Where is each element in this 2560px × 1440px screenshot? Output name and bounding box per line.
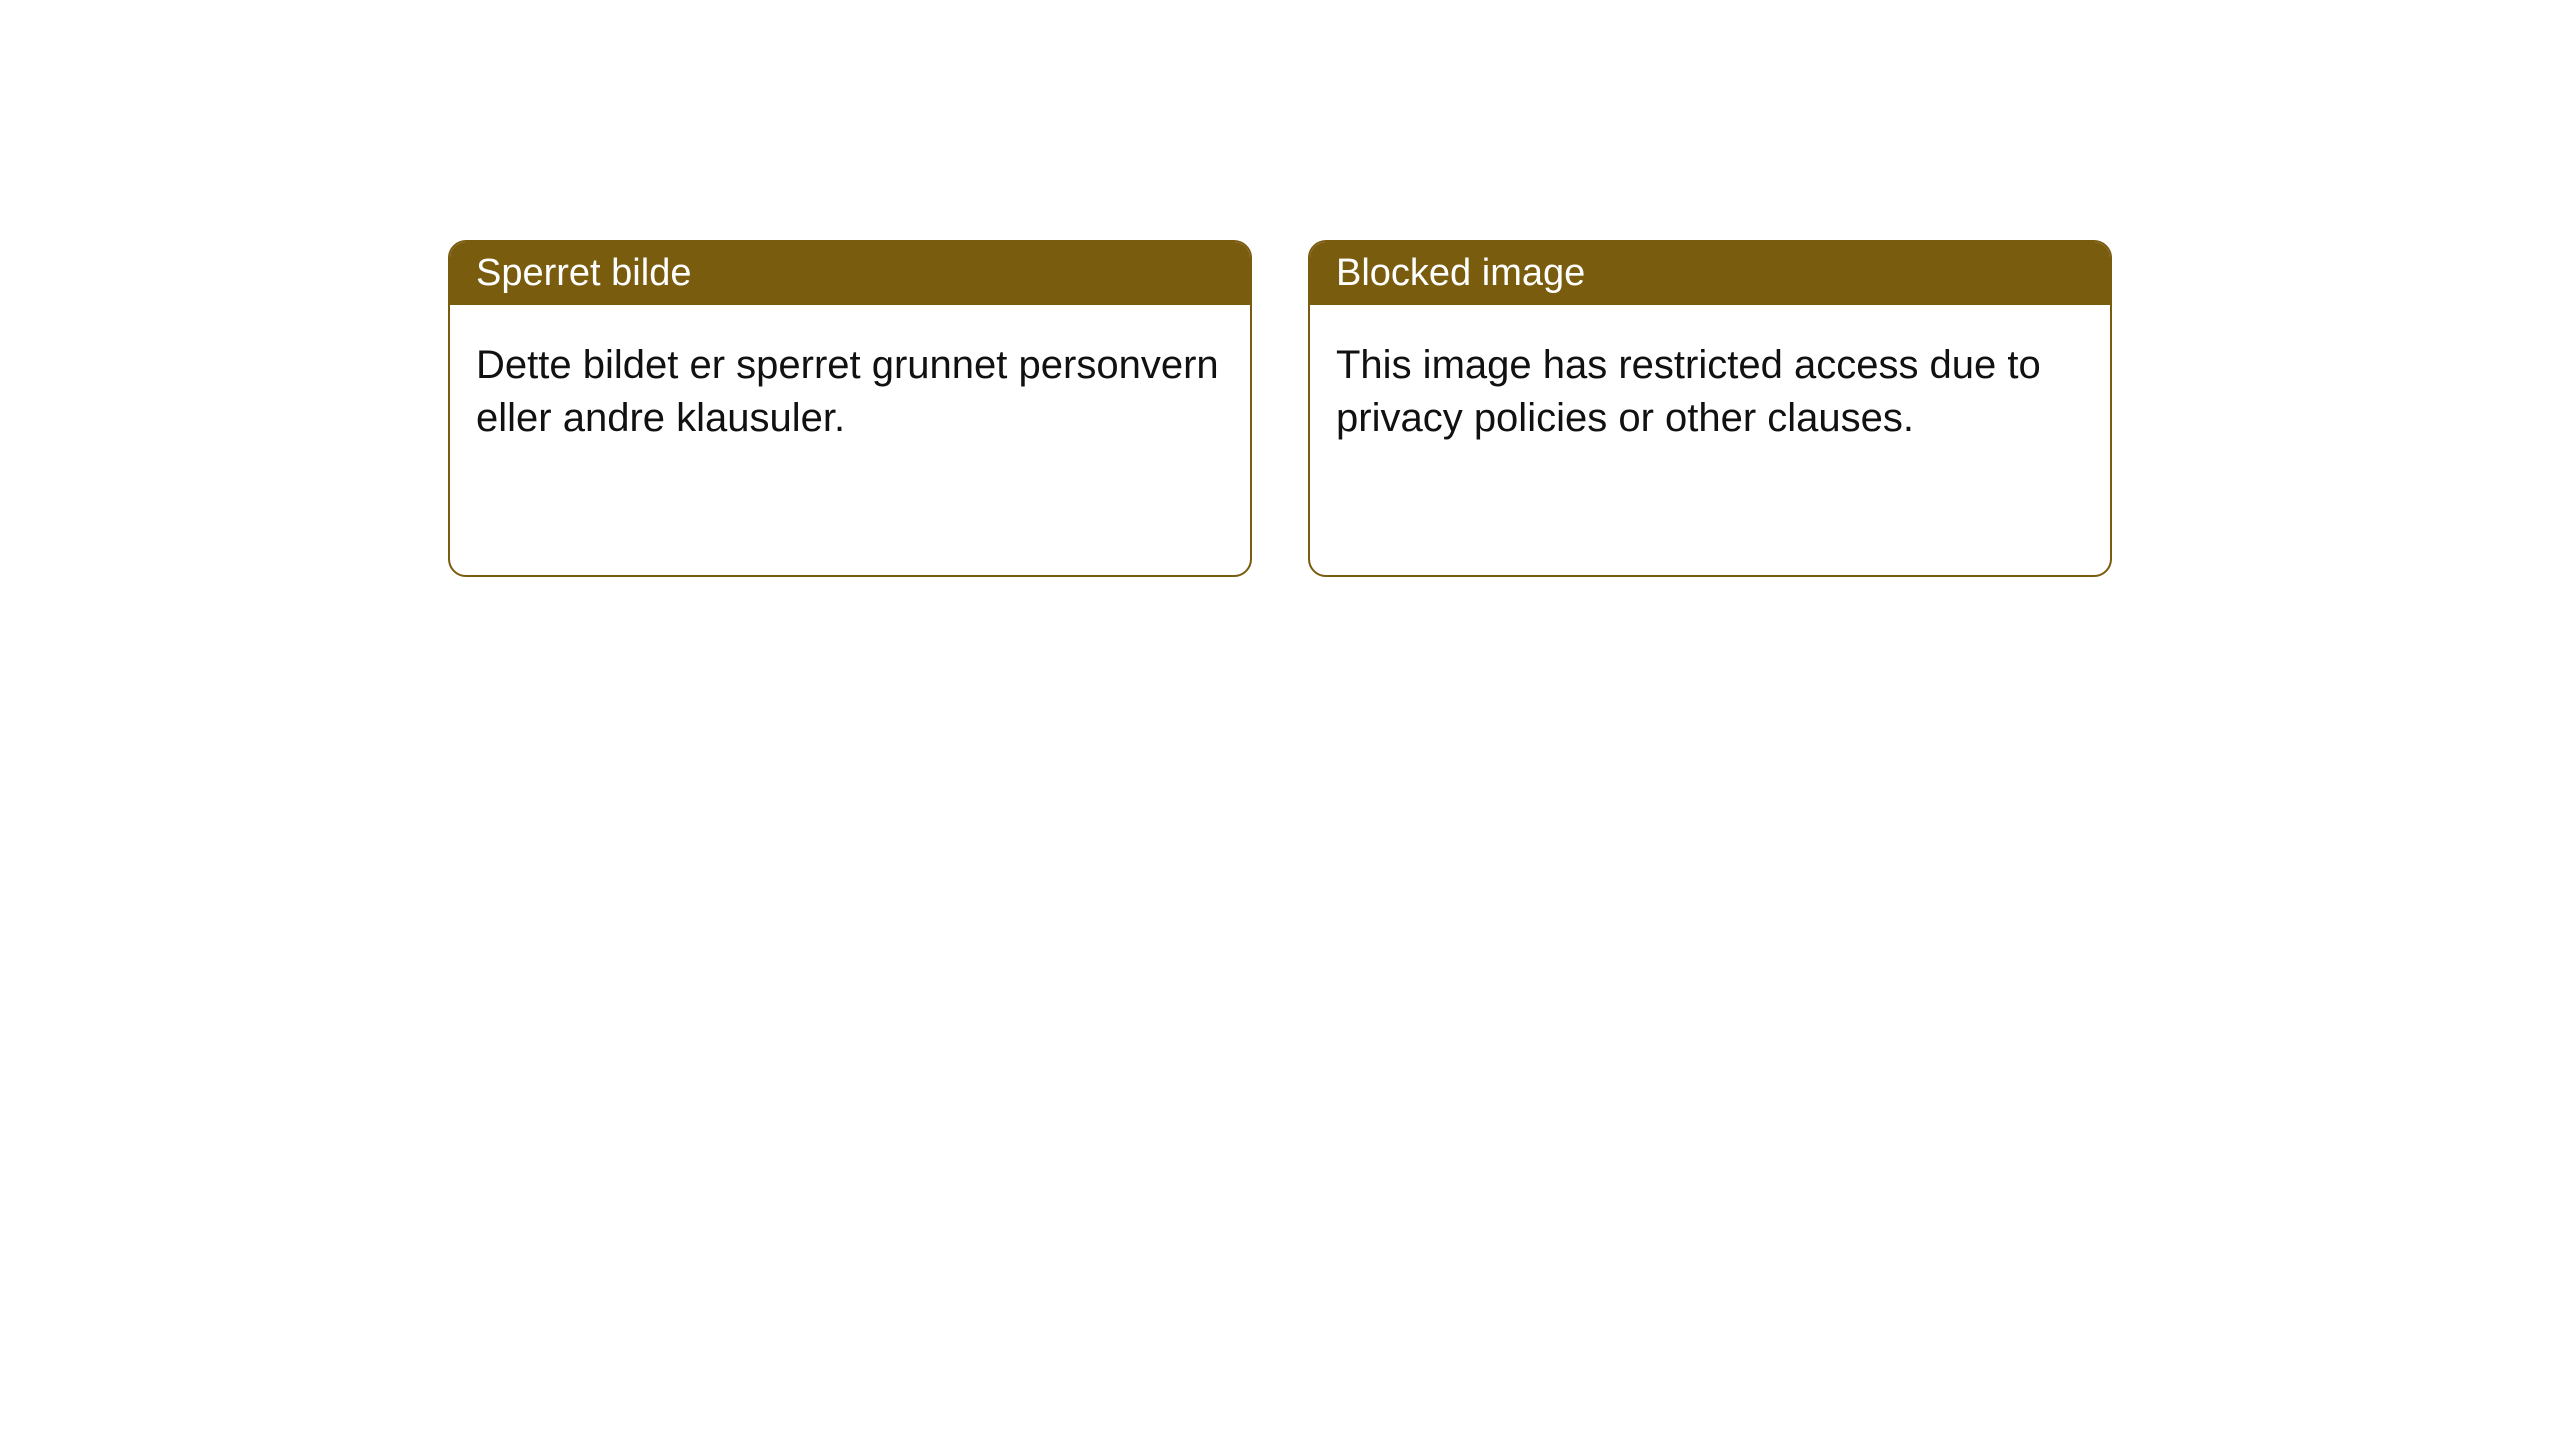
notice-card-norwegian: Sperret bilde Dette bildet er sperret gr… bbox=[448, 240, 1252, 577]
notice-title: Sperret bilde bbox=[476, 252, 691, 294]
notice-body-text: Dette bildet er sperret grunnet personve… bbox=[476, 343, 1219, 440]
notice-body-text: This image has restricted access due to … bbox=[1336, 343, 2041, 440]
notice-card-english: Blocked image This image has restricted … bbox=[1308, 240, 2112, 577]
notice-container: Sperret bilde Dette bildet er sperret gr… bbox=[0, 0, 2560, 577]
notice-title: Blocked image bbox=[1336, 252, 1585, 294]
notice-body: This image has restricted access due to … bbox=[1310, 305, 2110, 575]
notice-header: Sperret bilde bbox=[450, 242, 1250, 305]
notice-header: Blocked image bbox=[1310, 242, 2110, 305]
notice-body: Dette bildet er sperret grunnet personve… bbox=[450, 305, 1250, 575]
